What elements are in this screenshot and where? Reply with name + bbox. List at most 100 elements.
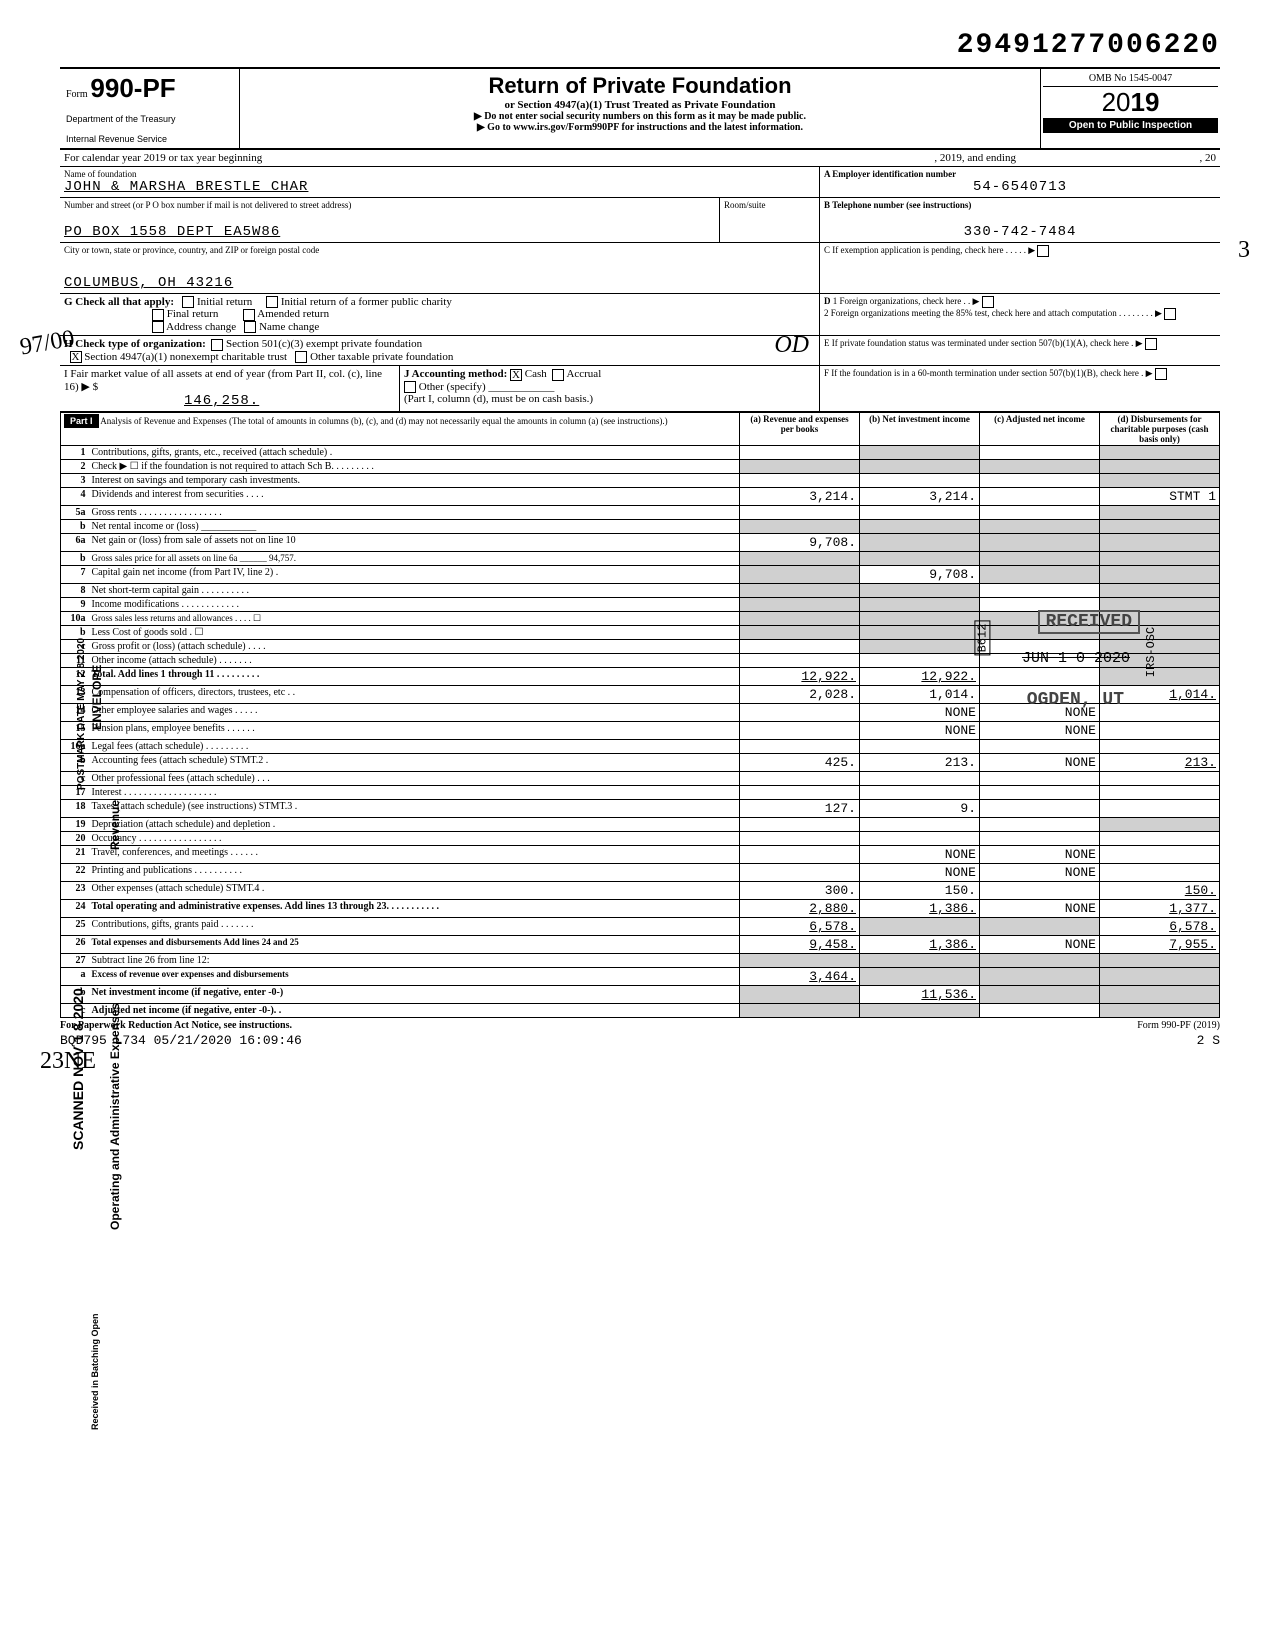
tax-year: 2019 bbox=[1043, 87, 1218, 118]
table-row: 25Contributions, gifts, grants paid . . … bbox=[61, 918, 1220, 936]
opt-other-taxable: Other taxable private foundation bbox=[310, 351, 453, 363]
table-row: cAdjusted net income (if negative, enter… bbox=[61, 1004, 1220, 1018]
table-row: 6aNet gain or (loss) from sale of assets… bbox=[61, 534, 1220, 552]
box-b-label: B Telephone number (see instructions) bbox=[824, 200, 1216, 210]
col-c-header: (c) Adjusted net income bbox=[980, 413, 1100, 446]
stamp-received: RECEIVED bbox=[1038, 610, 1140, 634]
handwritten-3: 3 bbox=[1238, 237, 1250, 264]
box-i-label: I Fair market value of all assets at end… bbox=[64, 368, 382, 393]
footer-form-ref: Form 990-PF (2019) bbox=[1137, 1020, 1220, 1031]
opt-former-charity: Initial return of a former public charit… bbox=[281, 296, 452, 308]
checkbox-cash[interactable]: X bbox=[510, 369, 522, 381]
stamp-irs-osc: IRS-OSC bbox=[1144, 627, 1158, 677]
checkbox-amended[interactable] bbox=[243, 309, 255, 321]
name-label: Name of foundation bbox=[64, 169, 815, 179]
opt-501c3: Section 501(c)(3) exempt private foundat… bbox=[226, 338, 422, 350]
table-row: 24Total operating and administrative exp… bbox=[61, 900, 1220, 918]
stamp-b612: B612 bbox=[975, 621, 991, 656]
opt-4947a1: Section 4947(a)(1) nonexempt charitable … bbox=[84, 351, 287, 363]
document-number: 29491277006220 bbox=[60, 30, 1220, 61]
ein-value: 54-6540713 bbox=[824, 179, 1216, 195]
part1-desc: Analysis of Revenue and Expenses (The to… bbox=[100, 416, 667, 426]
side-postmark: POSTMARK DATE MAY 2 8 2020 bbox=[76, 638, 87, 790]
stamp-date: JUN 1 0 2020 bbox=[1022, 650, 1130, 667]
foundation-name: JOHN & MARSHA BRESTLE CHAR bbox=[64, 179, 815, 195]
checkbox-other-taxable[interactable] bbox=[295, 351, 307, 363]
checkbox-address-change[interactable] bbox=[152, 321, 164, 333]
box-a-label: A Employer identification number bbox=[824, 169, 1216, 179]
dept-treasury: Department of the Treasury bbox=[66, 114, 233, 124]
box-j-label: J Accounting method: bbox=[404, 368, 507, 380]
table-row: bGross sales price for all assets on lin… bbox=[61, 552, 1220, 566]
section-revenue: Revenue bbox=[108, 800, 122, 850]
calendar-year-left: For calendar year 2019 or tax year begin… bbox=[60, 150, 930, 166]
opt-initial-return: Initial return bbox=[197, 296, 252, 308]
footer-print-stamp: BQD795 L734 05/21/2020 16:09:46 bbox=[60, 1033, 302, 1048]
box-g-label: G Check all that apply: bbox=[64, 296, 174, 308]
checkbox-other-method[interactable] bbox=[404, 381, 416, 393]
form-title: Return of Private Foundation bbox=[246, 73, 1034, 99]
checkbox-501c3[interactable] bbox=[211, 339, 223, 351]
table-row: 7Capital gain net income (from Part IV, … bbox=[61, 566, 1220, 584]
table-row: 15Pension plans, employee benefits . . .… bbox=[61, 722, 1220, 740]
table-row: 1Contributions, gifts, grants, etc., rec… bbox=[61, 446, 1220, 460]
box-h-label: H Check type of organization: bbox=[64, 338, 206, 350]
opt-other-method: Other (specify) bbox=[419, 381, 486, 393]
col-d-header: (d) Disbursements for charitable purpose… bbox=[1100, 413, 1220, 446]
table-row: 20Occupancy . . . . . . . . . . . . . . … bbox=[61, 832, 1220, 846]
table-row: 2Check ▶ ☐ if the foundation is not requ… bbox=[61, 460, 1220, 474]
footer-notice: For Paperwork Reduction Act Notice, see … bbox=[60, 1020, 292, 1031]
room-suite-label: Room/suite bbox=[720, 198, 820, 242]
box-e-label: E If private foundation status was termi… bbox=[824, 338, 1143, 348]
table-row: 23Other expenses (attach schedule) STMT.… bbox=[61, 882, 1220, 900]
table-row: 16aLegal fees (attach schedule) . . . . … bbox=[61, 740, 1220, 754]
checkbox-initial-return[interactable] bbox=[182, 296, 194, 308]
checkbox-final-return[interactable] bbox=[152, 309, 164, 321]
checkbox-e[interactable] bbox=[1145, 338, 1157, 350]
table-row: 18Taxes (attach schedule) (see instructi… bbox=[61, 800, 1220, 818]
table-row: 12Total. Add lines 1 through 11 . . . . … bbox=[61, 668, 1220, 686]
table-row: 26Total expenses and disbursements Add l… bbox=[61, 936, 1220, 954]
instruction-ssn: ▶ Do not enter social security numbers o… bbox=[246, 111, 1034, 122]
instruction-url: ▶ Go to www.irs.gov/Form990PF for instru… bbox=[246, 122, 1034, 133]
checkbox-former-charity[interactable] bbox=[266, 296, 278, 308]
footer-page: 2 S bbox=[1197, 1033, 1220, 1048]
table-row: 21Travel, conferences, and meetings . . … bbox=[61, 846, 1220, 864]
city-value: COLUMBUS, OH 43216 bbox=[64, 275, 815, 291]
opt-name-change: Name change bbox=[259, 321, 319, 333]
side-envelope: ENVELOPE bbox=[90, 665, 104, 730]
box-c-label: C If exemption application is pending, c… bbox=[824, 245, 1035, 255]
col-b-header: (b) Net investment income bbox=[860, 413, 980, 446]
calendar-year-right: , 20 bbox=[1020, 150, 1220, 166]
checkbox-f[interactable] bbox=[1155, 368, 1167, 380]
checkbox-name-change[interactable] bbox=[244, 321, 256, 333]
box-c-checkbox[interactable] bbox=[1037, 245, 1049, 257]
opt-address-change: Address change bbox=[166, 321, 236, 333]
opt-accrual: Accrual bbox=[566, 368, 601, 380]
form-label: Form bbox=[66, 89, 88, 100]
table-row: 17Interest . . . . . . . . . . . . . . .… bbox=[61, 786, 1220, 800]
handwritten-od: OD bbox=[774, 332, 809, 359]
dept-irs: Internal Revenue Service bbox=[66, 134, 233, 144]
box-j-note: (Part I, column (d), must be on cash bas… bbox=[404, 393, 593, 405]
street-address: PO BOX 1558 DEPT EA5W86 bbox=[64, 224, 715, 240]
part1-table: Part I Analysis of Revenue and Expenses … bbox=[60, 412, 1220, 1018]
table-row: 22Printing and publications . . . . . . … bbox=[61, 864, 1220, 882]
checkbox-d1[interactable] bbox=[982, 296, 994, 308]
form-subtitle: or Section 4947(a)(1) Trust Treated as P… bbox=[246, 99, 1034, 111]
handwritten-bottom: 23NE bbox=[60, 1048, 116, 1075]
box-f-label: F If the foundation is in a 60-month ter… bbox=[824, 368, 1153, 378]
part1-header: Part I bbox=[64, 414, 99, 428]
checkbox-4947a1[interactable]: X bbox=[70, 351, 82, 363]
form-header: Form 990-PF Department of the Treasury I… bbox=[60, 67, 1220, 150]
table-row: 5aGross rents . . . . . . . . . . . . . … bbox=[61, 506, 1220, 520]
calendar-year-mid: , 2019, and ending bbox=[930, 150, 1020, 166]
stamp-ogden: OGDEN, UT bbox=[1021, 690, 1130, 710]
checkbox-d2[interactable] bbox=[1164, 308, 1176, 320]
checkbox-accrual[interactable] bbox=[552, 369, 564, 381]
telephone-value: 330-742-7484 bbox=[824, 224, 1216, 240]
col-a-header: (a) Revenue and expenses per books bbox=[740, 413, 860, 446]
table-row: aExcess of revenue over expenses and dis… bbox=[61, 968, 1220, 986]
table-row: 27Subtract line 26 from line 12: bbox=[61, 954, 1220, 968]
table-row: 8Net short-term capital gain . . . . . .… bbox=[61, 584, 1220, 598]
